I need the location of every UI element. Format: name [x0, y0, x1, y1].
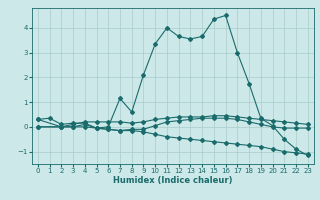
X-axis label: Humidex (Indice chaleur): Humidex (Indice chaleur) — [113, 176, 233, 185]
